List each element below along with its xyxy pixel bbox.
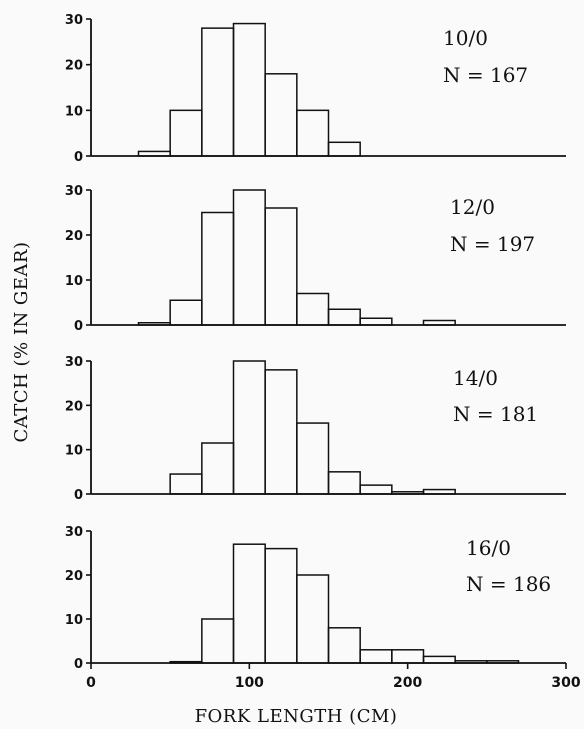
histogram-bar bbox=[327, 141, 361, 157]
histogram-bar bbox=[327, 308, 361, 326]
y-tick-label: 30 bbox=[65, 184, 83, 199]
panel-n-label: N = 197 bbox=[450, 232, 535, 256]
histogram-bar bbox=[296, 292, 330, 326]
y-tick-label: 20 bbox=[65, 399, 83, 414]
histogram-bar bbox=[264, 369, 298, 495]
histogram-bar bbox=[327, 627, 361, 664]
y-tick-label: 20 bbox=[65, 229, 83, 244]
panel-gear-label: 14/0 bbox=[453, 366, 498, 390]
y-tick-label: 10 bbox=[65, 444, 83, 459]
y-tick-label: 10 bbox=[65, 613, 83, 628]
y-tick-label: 20 bbox=[65, 59, 83, 74]
x-tick-label: 100 bbox=[235, 675, 264, 691]
x-tick-label: 300 bbox=[551, 675, 580, 691]
histogram-bar bbox=[201, 211, 235, 326]
histogram-bar bbox=[169, 109, 203, 157]
panel-n-label: N = 167 bbox=[443, 63, 528, 87]
histogram-bar bbox=[201, 618, 235, 664]
histogram-bar bbox=[422, 655, 456, 664]
panel-n-label: N = 186 bbox=[466, 572, 551, 596]
x-tick-label: 0 bbox=[86, 675, 96, 691]
histogram-bar bbox=[201, 442, 235, 495]
panel-gear-label: 10/0 bbox=[443, 26, 488, 50]
histogram-bar bbox=[264, 207, 298, 326]
histogram-bar bbox=[327, 471, 361, 495]
histogram-bar bbox=[232, 360, 266, 495]
y-tick-label: 30 bbox=[65, 525, 83, 540]
histogram-bar bbox=[232, 543, 266, 664]
histogram-bar bbox=[264, 73, 298, 157]
x-tick-label: 200 bbox=[393, 675, 422, 691]
y-tick-label: 10 bbox=[65, 104, 83, 119]
y-tick-label: 0 bbox=[74, 319, 83, 334]
histogram-bar bbox=[232, 22, 266, 157]
panel-gear-label: 12/0 bbox=[450, 195, 495, 219]
y-tick-label: 0 bbox=[74, 150, 83, 165]
y-tick-label: 30 bbox=[65, 355, 83, 370]
x-axis-title: FORK LENGTH (CM) bbox=[195, 706, 398, 727]
y-tick-label: 30 bbox=[65, 13, 83, 28]
y-tick-label: 10 bbox=[65, 274, 83, 289]
histogram-bar bbox=[359, 649, 393, 664]
histogram-bar bbox=[359, 317, 393, 326]
histogram-bar bbox=[169, 473, 203, 495]
y-tick-label: 0 bbox=[74, 657, 83, 672]
histogram-bar bbox=[391, 649, 425, 664]
y-axis-title: CATCH (% IN GEAR) bbox=[11, 241, 32, 442]
panel-n-label: N = 181 bbox=[453, 402, 538, 426]
histogram-bar bbox=[169, 299, 203, 326]
histogram-bar bbox=[296, 109, 330, 157]
histogram-bar bbox=[232, 189, 266, 326]
histogram-bar bbox=[264, 547, 298, 664]
histogram-bar bbox=[201, 27, 235, 157]
histogram-bar bbox=[296, 422, 330, 495]
histogram-bar bbox=[359, 484, 393, 495]
panel-gear-label: 16/0 bbox=[466, 536, 511, 560]
y-tick-label: 0 bbox=[74, 488, 83, 503]
histogram-bar bbox=[296, 574, 330, 664]
y-tick-label: 20 bbox=[65, 569, 83, 584]
